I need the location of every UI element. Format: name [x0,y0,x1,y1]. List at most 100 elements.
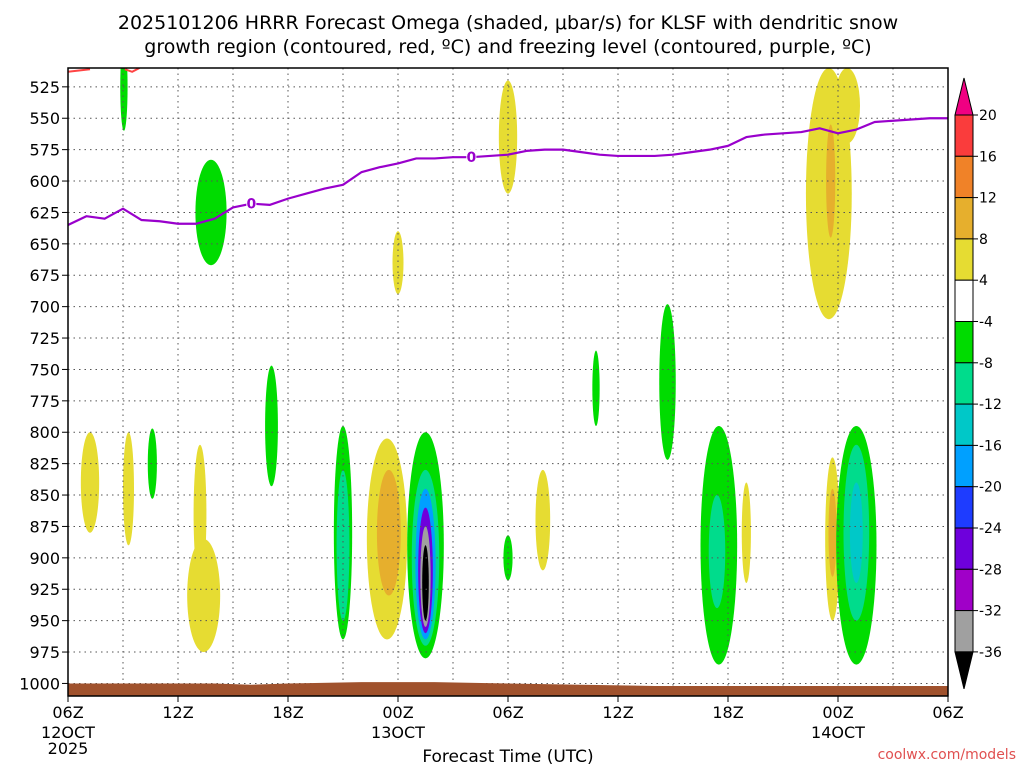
x-tick-label-8: 06Z [932,703,963,722]
omega-blob-31 [828,488,837,577]
omega-blob-22 [592,350,600,426]
y-axis-ticks: 525 550 575 600 625 650 675 700 725 750 775 800 825 8… [19,78,68,693]
colorbar-label-11: -28 [979,562,1002,578]
omega-blob-0 [80,432,100,533]
colorbar-box-1 [954,155,974,199]
y-tick-label-575: 575 [29,141,60,160]
y-tick-label-950: 950 [29,612,60,631]
freezing-label-bg-1 [466,149,477,165]
colorbar-box-12 [954,610,974,653]
omega-blob-28 [834,68,861,144]
colorbar-label-0: 20 [979,108,997,124]
colorbar-label-5: -4 [979,315,993,331]
x-tick-label-5: 12Z [602,703,633,722]
omega-blob-2 [147,428,157,499]
omega-blob-9 [336,469,350,621]
y-tick-label-625: 625 [29,203,60,222]
y-tick-label-725: 725 [29,329,60,348]
omega-blob-25 [708,495,726,609]
colorbar-label-3: 8 [979,232,988,248]
colorbar-label-8: -16 [979,438,1002,454]
colorbar-box-11 [954,568,974,612]
colorbar: 20 16 12 8 4 -4 -8 -12 -16 -20 -24 -28 -32 -36 [954,77,1002,690]
colorbar-box-4 [954,279,974,323]
colorbar-label-12: -32 [979,604,1002,620]
colorbar-label-7: -12 [979,397,1002,413]
freezing-level-contour: 00 [68,117,948,226]
colorbar-bottom-arrow [954,651,974,690]
colorbar-label-6: -8 [979,356,993,372]
x-tick-date-7: 14OCT [811,723,865,742]
y-tick-label-550: 550 [29,109,60,128]
colorbar-box-3 [954,238,974,281]
colorbar-label-1: 16 [979,149,997,165]
omega-shading [80,68,877,665]
terrain-band [68,682,948,696]
omega-blob-4 [187,539,221,653]
colorbar-label-9: -20 [979,480,1002,496]
terrain [68,682,948,696]
colorbar-box-10 [954,527,974,570]
colorbar-box-9 [954,486,974,529]
omega-blob-34 [849,482,863,583]
y-tick-label-675: 675 [29,266,60,285]
omega-blob-1 [123,432,134,546]
y-tick-label-850: 850 [29,486,60,505]
x-tick-label-1: 12Z [162,703,193,722]
dgz-segment-1 [124,68,140,73]
colorbar-box-7 [954,403,974,446]
chart-title-line-2: growth region (contoured, red, ºC) and f… [144,36,871,58]
y-tick-label-700: 700 [29,298,60,317]
y-tick-label-1000: 1000 [19,674,60,693]
y-tick-label-925: 925 [29,580,60,599]
credit-text: coolwx.com/models [878,747,1016,763]
dendritic-growth-contour [68,68,140,73]
omega-blob-19 [498,80,518,194]
x-tick-label-3: 00Z [382,703,413,722]
x-tick-label-0: 06Z [52,703,83,722]
x-tick-date-0: 12OCT [41,723,95,742]
y-tick-label-900: 900 [29,549,60,568]
x-axis-label: Forecast Time (UTC) [422,747,593,767]
colorbar-label-2: 12 [979,191,997,207]
chart-title-line-1: 2025101206 HRRR Forecast Omega (shaded, … [118,12,898,34]
x-tick-label-4: 06Z [492,703,523,722]
omega-blob-29 [826,124,836,238]
colorbar-label-4: 4 [979,273,988,289]
y-tick-label-775: 775 [29,392,60,411]
x-tick-label-7: 00Z [822,703,853,722]
omega-blob-11 [376,469,401,596]
freezing-level-line [68,117,948,226]
x-tick-year-0: 2025 [48,739,89,758]
colorbar-label-10: -24 [979,521,1002,537]
freezing-label-1: 0 [466,150,476,166]
freezing-label-0: 0 [246,197,256,213]
colorbar-box-6 [954,362,974,405]
y-tick-label-825: 825 [29,455,60,474]
y-tick-label-975: 975 [29,643,60,662]
omega-blob-23 [659,304,676,460]
colorbar-box-0 [954,114,974,157]
omega-blob-17 [422,545,429,621]
x-tick-label-6: 18Z [712,703,743,722]
colorbar-top-arrow [954,77,974,116]
x-tick-date-3: 13OCT [371,723,425,742]
y-tick-label-800: 800 [29,423,60,442]
colorbar-box-2 [954,197,974,240]
omega-blob-21 [535,469,551,571]
colorbar-box-5 [954,321,974,364]
x-tick-label-2: 18Z [272,703,303,722]
colorbar-label-13: -36 [979,645,1002,661]
y-tick-label-650: 650 [29,235,60,254]
omega-blob-5 [120,68,128,131]
omega-blob-26 [741,482,751,583]
y-tick-label-525: 525 [29,78,60,97]
omega-blob-7 [265,365,278,487]
y-tick-label-750: 750 [29,360,60,379]
y-tick-label-875: 875 [29,517,60,536]
freezing-label-bg-0 [246,195,257,211]
colorbar-box-8 [954,444,974,488]
omega-blob-18 [392,231,404,295]
dgz-segment-0 [68,68,91,73]
